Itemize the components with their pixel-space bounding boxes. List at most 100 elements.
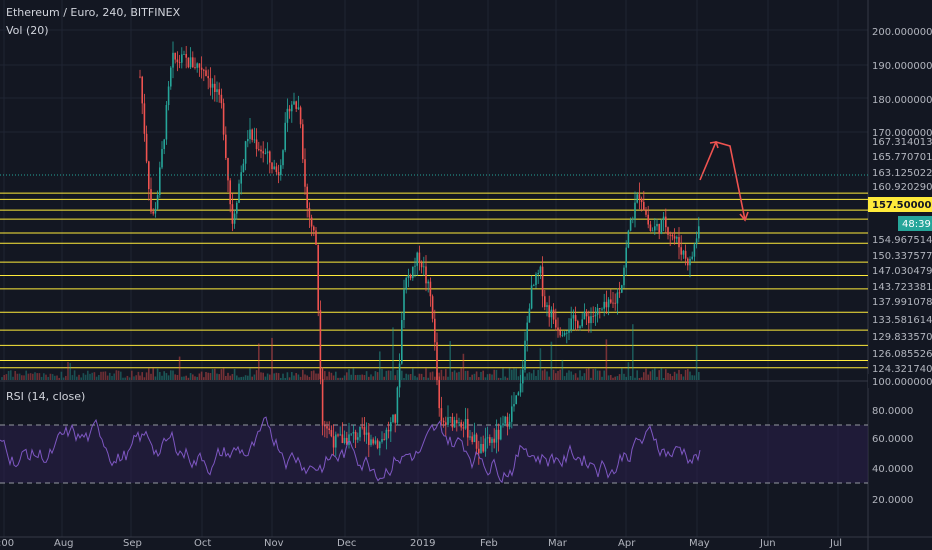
candle-body (343, 437, 346, 444)
candle-body (209, 78, 212, 88)
last-price-tag (868, 197, 932, 212)
volume-bar (392, 327, 394, 380)
volume-bar (623, 373, 625, 380)
volume-bar (513, 368, 515, 380)
volume-bar (47, 376, 49, 380)
candle-body (156, 194, 159, 209)
volume-bar (163, 371, 165, 380)
volume-bar (537, 369, 539, 380)
candle-body (480, 444, 482, 454)
volume-bar (627, 362, 630, 380)
volume-indicator-label: Vol (20) (6, 24, 49, 37)
candle-body (544, 296, 546, 307)
candle-body (227, 157, 229, 181)
candle-body (464, 419, 467, 429)
volume-bar (255, 370, 258, 380)
volume-bar (187, 377, 190, 380)
candle-body (506, 416, 509, 427)
candle-body (218, 89, 220, 95)
candle-body (357, 437, 359, 440)
candle-body (324, 425, 326, 427)
volume-bar (231, 374, 234, 380)
candle-body (629, 219, 632, 231)
rsi-axis-tick: 40.0000 (872, 464, 913, 475)
level-price-label: 133.58161478 (872, 315, 932, 326)
candle-body (489, 437, 491, 443)
volume-bar (341, 377, 344, 380)
candle-body (429, 281, 432, 297)
candle-body (493, 438, 495, 443)
symbol-title: Ethereum / Euro, 240, BITFINEX (6, 6, 181, 19)
volume-bar (695, 345, 698, 380)
volume-bar (429, 372, 432, 380)
volume-bar (58, 377, 60, 380)
volume-bar (363, 375, 366, 380)
candle-body (676, 237, 678, 239)
volume-bar (295, 373, 297, 380)
volume-bar (260, 372, 262, 380)
candle-body (233, 213, 236, 224)
candle-body (139, 76, 141, 78)
candle-body (150, 189, 152, 212)
candle-body (167, 86, 170, 106)
volume-bar (546, 371, 548, 380)
candle-body (590, 316, 592, 324)
volume-bar (251, 376, 253, 380)
candle-body (599, 308, 601, 310)
volume-bar (120, 371, 122, 380)
candle-body (473, 434, 476, 443)
candle-body (330, 430, 333, 437)
candle-body (440, 408, 443, 421)
volume-bar (229, 375, 231, 380)
volume-bar (420, 373, 423, 380)
candle-body (515, 395, 517, 405)
time-axis-label: Aug (54, 538, 74, 549)
volume-bar (242, 376, 245, 380)
candle-body (484, 438, 487, 452)
candle-body (497, 429, 500, 440)
price-axis-tick: 180.00000000 (872, 95, 932, 106)
candle-body (643, 202, 645, 211)
candle-body (192, 57, 194, 68)
volume-bar (247, 375, 249, 380)
volume-bar (78, 374, 80, 380)
candle-body (381, 439, 383, 442)
volume-bar (100, 371, 102, 380)
volume-bar (339, 377, 341, 380)
candle-body (640, 198, 643, 203)
candle-body (522, 369, 524, 384)
volume-bar (533, 369, 535, 380)
volume-bar (605, 339, 608, 380)
candle-body (385, 429, 388, 440)
volume-bar (233, 369, 236, 380)
candle-body (172, 52, 174, 68)
candle-body (269, 151, 271, 163)
volume-bar (480, 371, 482, 380)
volume-bar (343, 375, 346, 380)
candle-body (242, 163, 245, 173)
volume-bar (218, 374, 220, 380)
volume-bar (266, 373, 269, 380)
volume-bar (80, 377, 82, 380)
volume-bar (651, 369, 654, 380)
time-axis-label: Dec (337, 538, 356, 549)
candle-body (594, 314, 597, 317)
candle-body (638, 194, 641, 199)
candle-body (658, 223, 660, 234)
candle-body (471, 436, 473, 443)
volume-bar (365, 371, 368, 380)
candle-body (412, 266, 414, 279)
volume-bar (647, 374, 649, 380)
candle-body (559, 330, 561, 336)
volume-bar (603, 370, 605, 380)
candle-body (528, 308, 531, 323)
candle-body (420, 262, 423, 268)
volume-bar (82, 373, 85, 380)
candle-body (346, 437, 348, 445)
volume-bar (211, 369, 214, 380)
candle-body (588, 316, 590, 324)
candle-body (409, 275, 412, 279)
candle-body (244, 141, 247, 164)
volume-bar (352, 368, 355, 380)
